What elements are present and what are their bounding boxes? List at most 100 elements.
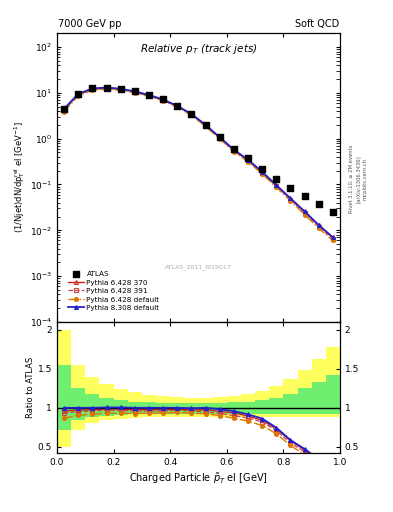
Pythia 6.428 default xyxy=(132,90,137,96)
Pythia 6.428 370 xyxy=(302,209,307,215)
Legend: ATLAS, Pythia 6.428 370, Pythia 6.428 391, Pythia 6.428 default, Pythia 8.308 de: ATLAS, Pythia 6.428 370, Pythia 6.428 39… xyxy=(66,269,161,312)
Pythia 8.308 default xyxy=(316,222,321,228)
Pythia 6.428 370 xyxy=(260,169,264,175)
Pythia 6.428 391 xyxy=(132,89,137,95)
Pythia 6.428 391 xyxy=(175,103,180,110)
ATLAS xyxy=(174,102,180,110)
Pythia 8.308 default xyxy=(62,105,66,112)
Pythia 6.428 370 xyxy=(132,89,137,95)
ATLAS xyxy=(330,208,336,216)
Pythia 6.428 391 xyxy=(147,93,151,99)
ATLAS xyxy=(231,145,237,153)
Pythia 6.428 default xyxy=(231,148,236,155)
Pythia 8.308 default xyxy=(90,86,95,92)
ATLAS xyxy=(273,175,279,183)
Pythia 6.428 370 xyxy=(76,92,81,98)
Line: Pythia 8.308 default: Pythia 8.308 default xyxy=(62,86,335,239)
Pythia 6.428 391 xyxy=(62,107,66,113)
Text: 7000 GeV pp: 7000 GeV pp xyxy=(58,18,121,29)
Pythia 6.428 391 xyxy=(260,170,264,176)
Pythia 8.308 default xyxy=(231,146,236,153)
Pythia 6.428 370 xyxy=(246,157,250,163)
ATLAS xyxy=(287,184,294,192)
Pythia 6.428 default xyxy=(76,93,81,99)
Pythia 6.428 370 xyxy=(274,182,279,188)
Pythia 6.428 370 xyxy=(316,222,321,228)
Pythia 8.308 default xyxy=(189,111,194,117)
Line: Pythia 6.428 391: Pythia 6.428 391 xyxy=(62,87,335,241)
Pythia 6.428 370 xyxy=(231,147,236,153)
Pythia 8.308 default xyxy=(161,96,165,102)
ATLAS xyxy=(61,104,67,113)
Pythia 6.428 391 xyxy=(118,87,123,93)
Pythia 6.428 default xyxy=(274,184,279,190)
Pythia 6.428 391 xyxy=(316,224,321,230)
ATLAS xyxy=(160,95,166,103)
Pythia 6.428 391 xyxy=(104,85,109,91)
Pythia 6.428 default xyxy=(62,109,66,115)
Pythia 6.428 391 xyxy=(331,236,335,242)
Pythia 6.428 370 xyxy=(118,86,123,92)
Y-axis label: (1/Njet)dN/dp$^{\rm rel}_{\rm T}$ el [GeV$^{-1}$]: (1/Njet)dN/dp$^{\rm rel}_{\rm T}$ el [Ge… xyxy=(12,122,27,233)
Pythia 6.428 370 xyxy=(203,122,208,129)
Pythia 8.308 default xyxy=(288,195,293,201)
X-axis label: Charged Particle $\tilde{p}_T$ el [GeV]: Charged Particle $\tilde{p}_T$ el [GeV] xyxy=(129,471,268,486)
Pythia 6.428 default xyxy=(175,104,180,110)
Pythia 6.428 391 xyxy=(217,135,222,141)
Pythia 6.428 370 xyxy=(62,106,66,113)
ATLAS xyxy=(118,85,124,93)
Pythia 6.428 370 xyxy=(331,234,335,241)
Pythia 6.428 370 xyxy=(217,135,222,141)
Pythia 8.308 default xyxy=(302,208,307,215)
Pythia 6.428 default xyxy=(288,198,293,204)
Pythia 6.428 default xyxy=(203,123,208,130)
Pythia 6.428 default xyxy=(90,87,95,93)
Line: Pythia 6.428 default: Pythia 6.428 default xyxy=(62,87,335,242)
ATLAS xyxy=(146,91,152,99)
Pythia 6.428 391 xyxy=(231,148,236,154)
Pythia 6.428 default xyxy=(104,86,109,92)
Pythia 6.428 391 xyxy=(76,92,81,98)
Pythia 6.428 default xyxy=(161,98,165,104)
Pythia 8.308 default xyxy=(147,92,151,98)
Pythia 6.428 370 xyxy=(104,85,109,91)
Line: Pythia 6.428 370: Pythia 6.428 370 xyxy=(62,86,335,239)
Text: [arXiv:1306.3436]: [arXiv:1306.3436] xyxy=(356,155,361,203)
Pythia 8.308 default xyxy=(76,91,81,97)
ATLAS xyxy=(259,165,265,173)
Pythia 6.428 391 xyxy=(246,158,250,164)
Pythia 6.428 391 xyxy=(161,97,165,103)
Pythia 8.308 default xyxy=(260,168,264,175)
Pythia 6.428 default xyxy=(316,225,321,231)
Text: Rivet 3.1.10, ≥ 2M events: Rivet 3.1.10, ≥ 2M events xyxy=(349,145,353,214)
Text: ATLAS_2011_I919017: ATLAS_2011_I919017 xyxy=(165,264,232,270)
Pythia 8.308 default xyxy=(175,103,180,109)
Pythia 6.428 391 xyxy=(288,197,293,203)
ATLAS xyxy=(103,83,110,92)
Pythia 6.428 default xyxy=(189,112,194,118)
Text: mcplots.cern.ch: mcplots.cern.ch xyxy=(363,158,368,200)
Pythia 6.428 370 xyxy=(147,92,151,98)
Pythia 6.428 default xyxy=(147,93,151,99)
ATLAS xyxy=(188,110,195,118)
ATLAS xyxy=(316,200,322,208)
ATLAS xyxy=(202,121,209,129)
Pythia 6.428 default xyxy=(331,238,335,244)
Pythia 8.308 default xyxy=(331,234,335,241)
Pythia 6.428 default xyxy=(302,211,307,218)
Pythia 6.428 default xyxy=(260,171,264,177)
Pythia 6.428 370 xyxy=(161,97,165,103)
Text: Soft QCD: Soft QCD xyxy=(294,18,339,29)
Pythia 8.308 default xyxy=(118,86,123,92)
ATLAS xyxy=(89,84,95,93)
ATLAS xyxy=(75,90,81,98)
Pythia 8.308 default xyxy=(203,122,208,128)
Pythia 6.428 370 xyxy=(90,86,95,92)
Pythia 6.428 default xyxy=(217,136,222,142)
Pythia 6.428 391 xyxy=(274,183,279,189)
Text: Relative $p_T$ (track jets): Relative $p_T$ (track jets) xyxy=(140,42,257,56)
Pythia 6.428 391 xyxy=(302,210,307,216)
Y-axis label: Ratio to ATLAS: Ratio to ATLAS xyxy=(26,357,35,418)
Pythia 8.308 default xyxy=(132,88,137,94)
Pythia 6.428 default xyxy=(118,87,123,93)
